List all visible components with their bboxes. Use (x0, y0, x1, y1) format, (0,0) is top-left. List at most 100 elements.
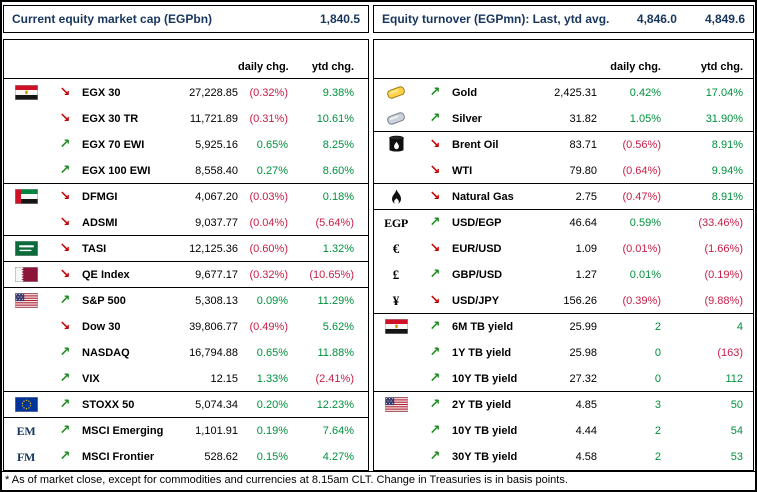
us-flag-icon (4, 293, 48, 308)
instrument-name: USD/EGP (452, 216, 502, 229)
last-value: 156.26 (563, 294, 597, 307)
em-label-icon: EM (16, 423, 36, 438)
last-value: 1.27 (575, 268, 597, 281)
change-direction-cell: ↗ (418, 320, 452, 333)
change-direction-cell: ↗ (48, 372, 82, 385)
up-arrow-icon: ↗ (429, 345, 441, 360)
change-direction-cell: ↘ (48, 112, 82, 125)
change-direction-cell: ↘ (48, 242, 82, 255)
change-direction-cell: ↗ (48, 138, 82, 151)
ytd-change: 8.91% (711, 190, 743, 203)
pound-symbol-icon: £ (392, 267, 400, 282)
last-value: 2.75 (575, 190, 597, 203)
market-row: ↘ ADSMI 9,037.77 (0.04%) (5.64%) (4, 209, 368, 235)
change-direction-cell: ↘ (48, 86, 82, 99)
equity-turnover-header: Equity turnover (EGPmn): Last, ytd avg. … (373, 5, 754, 33)
market-row: ↗ 2Y TB yield 4.85 3 50 (374, 391, 753, 417)
down-arrow-icon: ↘ (59, 111, 71, 126)
instrument-name: ADSMI (82, 216, 118, 229)
ytd-change: 4 (736, 320, 743, 333)
ytd-chg-column-header: ytd chg. (311, 61, 354, 73)
instrument-name: 10Y TB yield (452, 424, 518, 437)
fm-label-icon: FM (4, 451, 48, 463)
market-row: ↗ NASDAQ 16,794.88 0.65% 11.88% (4, 339, 368, 365)
market-row: ↗ EGX 100 EWI 8,558.40 0.27% 8.60% (4, 157, 368, 183)
market-cap-value: 1,840.5 (319, 12, 360, 26)
last-value: 16,794.88 (189, 346, 238, 359)
daily-change: (0.39%) (622, 294, 661, 307)
yen-symbol-icon: ¥ (374, 294, 418, 307)
change-direction-cell: ↘ (48, 216, 82, 229)
instrument-name: WTI (452, 164, 473, 177)
down-arrow-icon: ↘ (429, 137, 441, 152)
daily-change: 0 (654, 372, 661, 385)
up-arrow-icon: ↗ (429, 111, 441, 126)
instrument-name: MSCI Emerging (82, 424, 164, 437)
us-flag-icon (374, 397, 418, 412)
market-row: FM ↗ MSCI Frontier 528.62 0.15% 4.27% (4, 443, 368, 469)
market-row: EGP ↗ USD/EGP 46.64 0.59% (33.46%) (374, 209, 753, 235)
up-arrow-icon: ↗ (429, 371, 441, 386)
up-arrow-icon: ↗ (59, 137, 71, 152)
daily-change: (0.32%) (249, 268, 288, 281)
up-arrow-icon: ↗ (59, 423, 71, 438)
instrument-name: 6M TB yield (452, 320, 514, 333)
last-value: 27.32 (569, 372, 597, 385)
up-arrow-icon: ↗ (59, 397, 71, 412)
euro-symbol-icon: € (392, 241, 400, 256)
commodities-fx-rates-table: daily chg. ytd chg. ↗ Gold 2,425.31 0.42% 17.0… (373, 39, 754, 471)
last-value: 79.80 (569, 164, 597, 177)
change-direction-cell: ↗ (48, 450, 82, 463)
down-arrow-icon: ↘ (59, 319, 71, 334)
instrument-name: EGX 30 (82, 86, 121, 99)
last-value: 11,721.89 (189, 112, 238, 125)
change-direction-cell: ↗ (418, 372, 452, 385)
daily-chg-column-header: daily chg. (610, 61, 661, 73)
ytd-change: (5.64%) (315, 216, 354, 229)
ytd-change: 8.25% (322, 138, 354, 151)
ytd-change: 9.94% (711, 164, 743, 177)
market-row: ↗ 1Y TB yield 25.98 0 (163) (374, 339, 753, 365)
daily-change: 0.09% (256, 294, 288, 307)
market-row: € ↘ EUR/USD 1.09 (0.01%) (1.66%) (374, 235, 753, 261)
euro-symbol-icon: € (374, 242, 418, 255)
market-cap-title: Current equity market cap (EGPbn) (12, 12, 213, 26)
equity-turnover-title: Equity turnover (EGPmn): Last, ytd avg. (382, 12, 610, 26)
change-direction-cell: ↗ (418, 346, 452, 359)
ytd-change: 53 (730, 450, 743, 463)
down-arrow-icon: ↘ (59, 85, 71, 100)
instrument-name: MSCI Frontier (82, 450, 155, 463)
footnote: * As of market close, except for commodi… (0, 471, 757, 492)
up-arrow-icon: ↗ (59, 449, 71, 464)
up-arrow-icon: ↗ (429, 423, 441, 438)
ytd-change: 4.27% (322, 450, 354, 463)
market-row: ↘ EGX 30 TR 11,721.89 (0.31%) 10.61% (4, 105, 368, 131)
column-header-row: daily chg. ytd chg. (374, 40, 753, 79)
daily-change: (0.56%) (622, 138, 661, 151)
daily-change: (0.47%) (622, 190, 661, 203)
last-value: 8,558.40 (195, 164, 238, 177)
up-arrow-icon: ↗ (429, 215, 441, 230)
up-arrow-icon: ↗ (429, 85, 441, 100)
qatar-flag-icon (4, 267, 48, 282)
market-row: ↗ EGX 70 EWI 5,925.16 0.65% 8.25% (4, 131, 368, 157)
change-direction-cell: ↘ (418, 190, 452, 203)
daily-change: 3 (654, 398, 661, 411)
instrument-name: EUR/USD (452, 242, 502, 255)
market-row: ↘ DFMGI 4,067.20 (0.03%) 0.18% (4, 183, 368, 209)
ytd-change: 9.38% (322, 86, 354, 99)
last-value: 528.62 (204, 450, 238, 463)
yen-symbol-icon: ¥ (392, 293, 400, 308)
instrument-name: 1Y TB yield (452, 346, 512, 359)
daily-change: 0.65% (256, 346, 288, 359)
up-arrow-icon: ↗ (429, 397, 441, 412)
market-row: ↗ S&P 500 5,308.13 0.09% 11.29% (4, 287, 368, 313)
footnote-text: * As of market close, except for commodi… (5, 474, 568, 486)
up-arrow-icon: ↗ (59, 345, 71, 360)
instrument-name: NASDAQ (82, 346, 130, 359)
last-value: 12,125.36 (189, 242, 238, 255)
last-value: 46.64 (569, 216, 597, 229)
market-row: ↘ TASI 12,125.36 (0.60%) 1.32% (4, 235, 368, 261)
daily-change: 0.27% (256, 164, 288, 177)
last-value: 4.85 (575, 398, 597, 411)
